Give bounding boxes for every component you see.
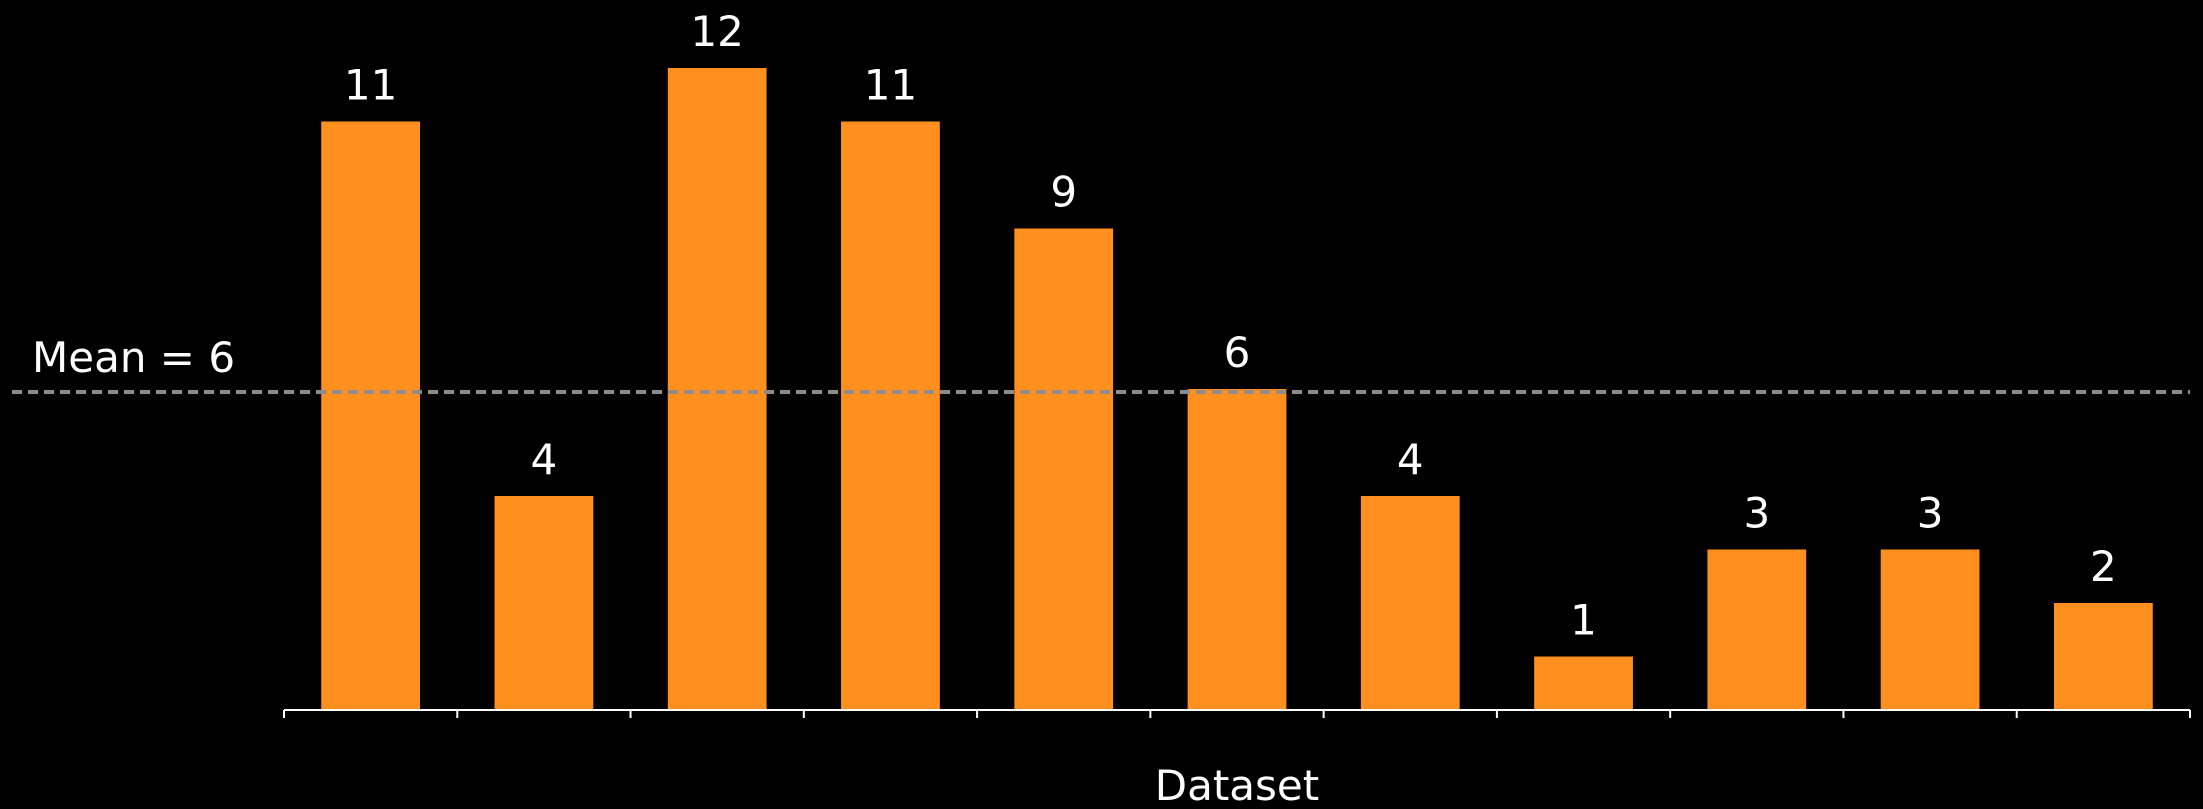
mean-label: Mean = 6: [32, 333, 235, 382]
bar-9: [1707, 549, 1807, 710]
bar-6: [1187, 389, 1287, 710]
bar-7: [1360, 496, 1460, 710]
bar-3: [667, 68, 767, 710]
x-axis: [283, 709, 2191, 718]
bar-5: [1014, 228, 1114, 710]
value-label-3: 12: [690, 7, 743, 56]
value-label-9: 3: [1743, 489, 1770, 538]
bar-8: [1534, 656, 1633, 710]
bar-10: [1880, 549, 1980, 710]
value-label-5: 9: [1050, 168, 1077, 217]
value-label-7: 4: [1397, 435, 1424, 484]
value-label-8: 1: [1570, 596, 1597, 645]
value-labels-group: 11 4 12 11 9 6 4 1 3 3 2: [344, 7, 2117, 645]
bar-4: [841, 121, 940, 710]
value-label-4: 11: [864, 61, 917, 110]
value-label-10: 3: [1917, 489, 1944, 538]
value-label-11: 2: [2090, 542, 2117, 591]
bar-1: [321, 121, 421, 710]
bar-11: [2053, 603, 2153, 710]
x-axis-label: Dataset: [1155, 761, 1319, 809]
value-label-6: 6: [1224, 328, 1251, 377]
bar-2: [494, 496, 594, 710]
value-label-1: 11: [344, 61, 397, 110]
value-label-2: 4: [531, 435, 558, 484]
bars-group: [321, 68, 2153, 710]
